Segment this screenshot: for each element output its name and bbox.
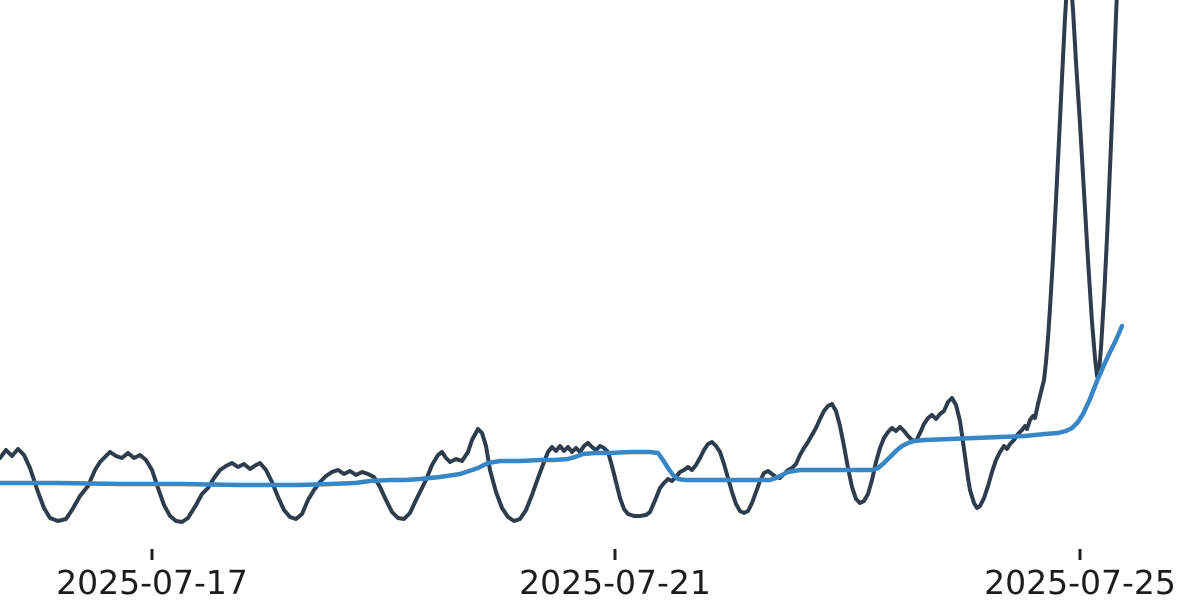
x-axis-ticks (150, 549, 1082, 560)
blue-series-line (0, 323, 1125, 488)
x-tick-label-2: 2025-07-21 (519, 563, 711, 600)
x-tick-label-1: 2025-07-17 (56, 563, 248, 600)
x-tick-label-3: 2025-07-25 (984, 563, 1176, 600)
dark-series-line (0, 0, 1119, 524)
